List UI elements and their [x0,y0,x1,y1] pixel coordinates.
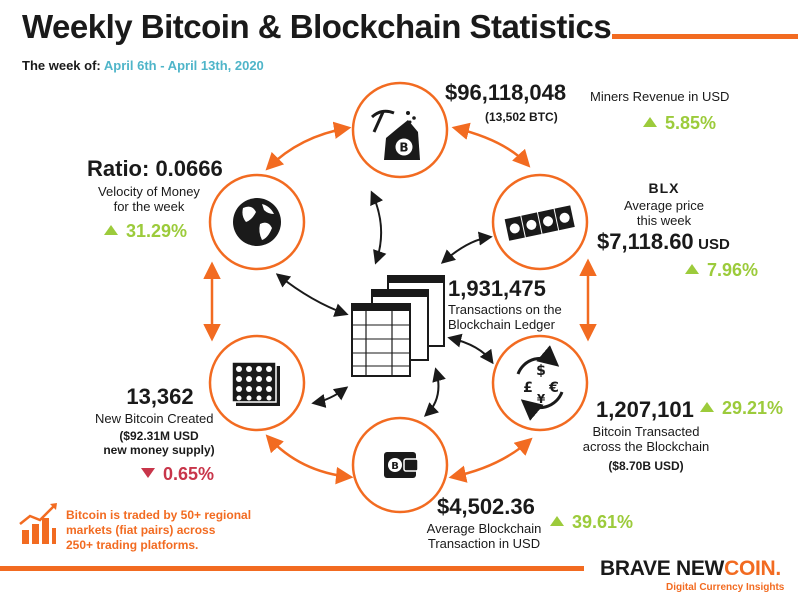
growth-chart-icon [19,503,57,544]
velocity-value: Ratio: 0.0666 [87,156,223,181]
ring-arrows [203,121,597,485]
svg-text:£: £ [523,380,533,396]
velocity-label: Velocity of Money for the week [98,184,200,214]
trading-note: Bitcoin is traded by 50+ regional market… [66,508,252,552]
svg-text:B: B [391,461,399,472]
pickaxe-bitcoin-icon: B [351,81,449,179]
down-arrow-icon [141,468,155,478]
arrow-center-price [440,231,493,264]
svg-text:B: B [399,141,408,155]
transactions-value: 1,931,475 [448,276,546,301]
avg-tx-change: 39.61% [550,512,633,533]
center-arrows [275,190,494,417]
arrow-center-transacted [447,333,494,365]
transactions-label: Transactions on the Blockchain Ledger [448,302,562,332]
brand-logo: BRAVE NEWCOIN. [600,557,781,580]
transacted-value: 1,207,101 [596,397,694,422]
title-underline [612,34,798,39]
svg-text:$: $ [536,363,546,379]
up-arrow-icon [643,117,657,127]
arrow-center-avgtx [423,367,446,417]
currency-exchange-icon: $ £ € ¥ [491,334,589,432]
new-bitcoin-usd: ($92.31M USD new money supply) [103,429,215,457]
brand-tagline: Digital Currency Insights [666,582,785,593]
svg-text:€: € [548,380,559,396]
ledger-documents-icon [351,275,445,377]
banknotes-icon [491,173,589,271]
avg-price-value-line: $7,118.60 USD [597,229,730,255]
arrow-center-velocity [275,273,349,317]
avg-tx-label: Average Blockchain Transaction in USD [426,521,542,551]
transacted-label: Bitcoin Transacted across the Blockchain [582,424,710,454]
up-arrow-icon [550,516,564,526]
miners-revenue-label: Miners Revenue in USD [590,89,730,104]
up-arrow-icon [104,225,118,235]
blx-logo: BLX [648,180,680,196]
miners-revenue-value: $96,118,048 [445,80,567,105]
new-bitcoin-change: 0.65% [141,464,214,485]
avg-price-change: 7.96% [685,260,758,281]
week-dates: April 6th - April 13th, 2020 [103,58,264,73]
coin-grid-icon [208,334,306,432]
up-arrow-icon [700,402,714,412]
transacted-change: 29.21% [700,398,783,419]
svg-text:¥: ¥ [537,392,546,406]
wallet-icon: B [351,416,449,514]
miners-revenue-btc: (13,502 BTC) [485,110,558,124]
arrow-newbtc-avgtx [265,434,354,485]
avg-price-label: Average price this week [624,198,704,228]
footer-bar [0,566,584,571]
arrow-center-newbtc [311,386,349,408]
new-bitcoin-label: New Bitcoin Created [95,411,214,426]
avg-price-value: $7,118.60 [597,229,694,254]
transacted-usd: ($8.70B USD) [608,459,684,473]
up-arrow-icon [685,264,699,274]
velocity-change: 31.29% [104,221,187,242]
new-bitcoin-value: 13,362 [126,384,194,409]
arrow-velocity-mining [265,121,352,171]
miners-revenue-change: 5.85% [643,113,716,134]
arrow-avgtx-transacted [448,437,533,483]
week-line: The week of: April 6th - April 13th, 202… [22,58,264,73]
avg-tx-value: $4,502.36 [437,494,535,519]
page-title: Weekly Bitcoin & Blockchain Statistics [22,8,612,45]
arrow-mining-price [451,122,531,168]
avg-price-unit: USD [698,236,730,253]
week-label: The week of: [22,58,101,73]
arrow-center-mining [370,190,387,265]
globe-icon [208,173,306,271]
